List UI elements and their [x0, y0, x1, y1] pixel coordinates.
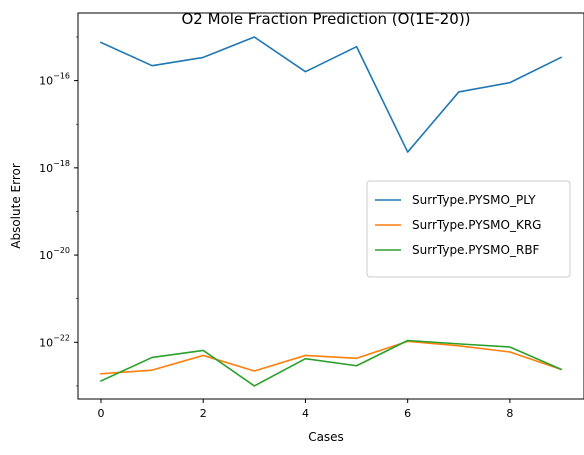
y-tick-label: 10−22	[39, 333, 70, 349]
legend: SurrType.PYSMO_PLY SurrType.PYSMO_KRG Surr…	[366, 180, 571, 278]
plot-frame	[77, 12, 584, 400]
x-tick-label: 4	[302, 407, 309, 420]
legend-label: SurrType.PYSMO_PLY	[412, 193, 536, 207]
legend-label: SurrType.PYSMO_RBF	[412, 243, 540, 257]
legend-box	[366, 180, 571, 278]
x-axis-label: Cases	[308, 430, 344, 444]
x-axis: 0 2 4 6 8	[98, 399, 513, 420]
y-axis: 10−22 10−20 10−18 10−16	[39, 36, 78, 387]
plot-lines	[99, 36, 563, 387]
y-tick-label: 10−20	[39, 246, 70, 262]
series-line-1	[100, 340, 563, 375]
legend-label: SurrType.PYSMO_KRG	[412, 218, 541, 232]
chart-title: O2 Mole Fraction Prediction (O(1E-20))	[181, 10, 470, 28]
x-tick-label: 0	[98, 407, 105, 420]
series-line-0	[99, 36, 563, 153]
x-tick-label: 8	[506, 407, 513, 420]
y-tick-label: 10−16	[39, 72, 70, 88]
x-tick-label: 2	[200, 407, 207, 420]
y-tick-label: 10−18	[39, 159, 70, 175]
y-axis-label: Absolute Error	[9, 163, 23, 249]
x-tick-label: 6	[404, 407, 411, 420]
series-line-2	[99, 339, 563, 387]
